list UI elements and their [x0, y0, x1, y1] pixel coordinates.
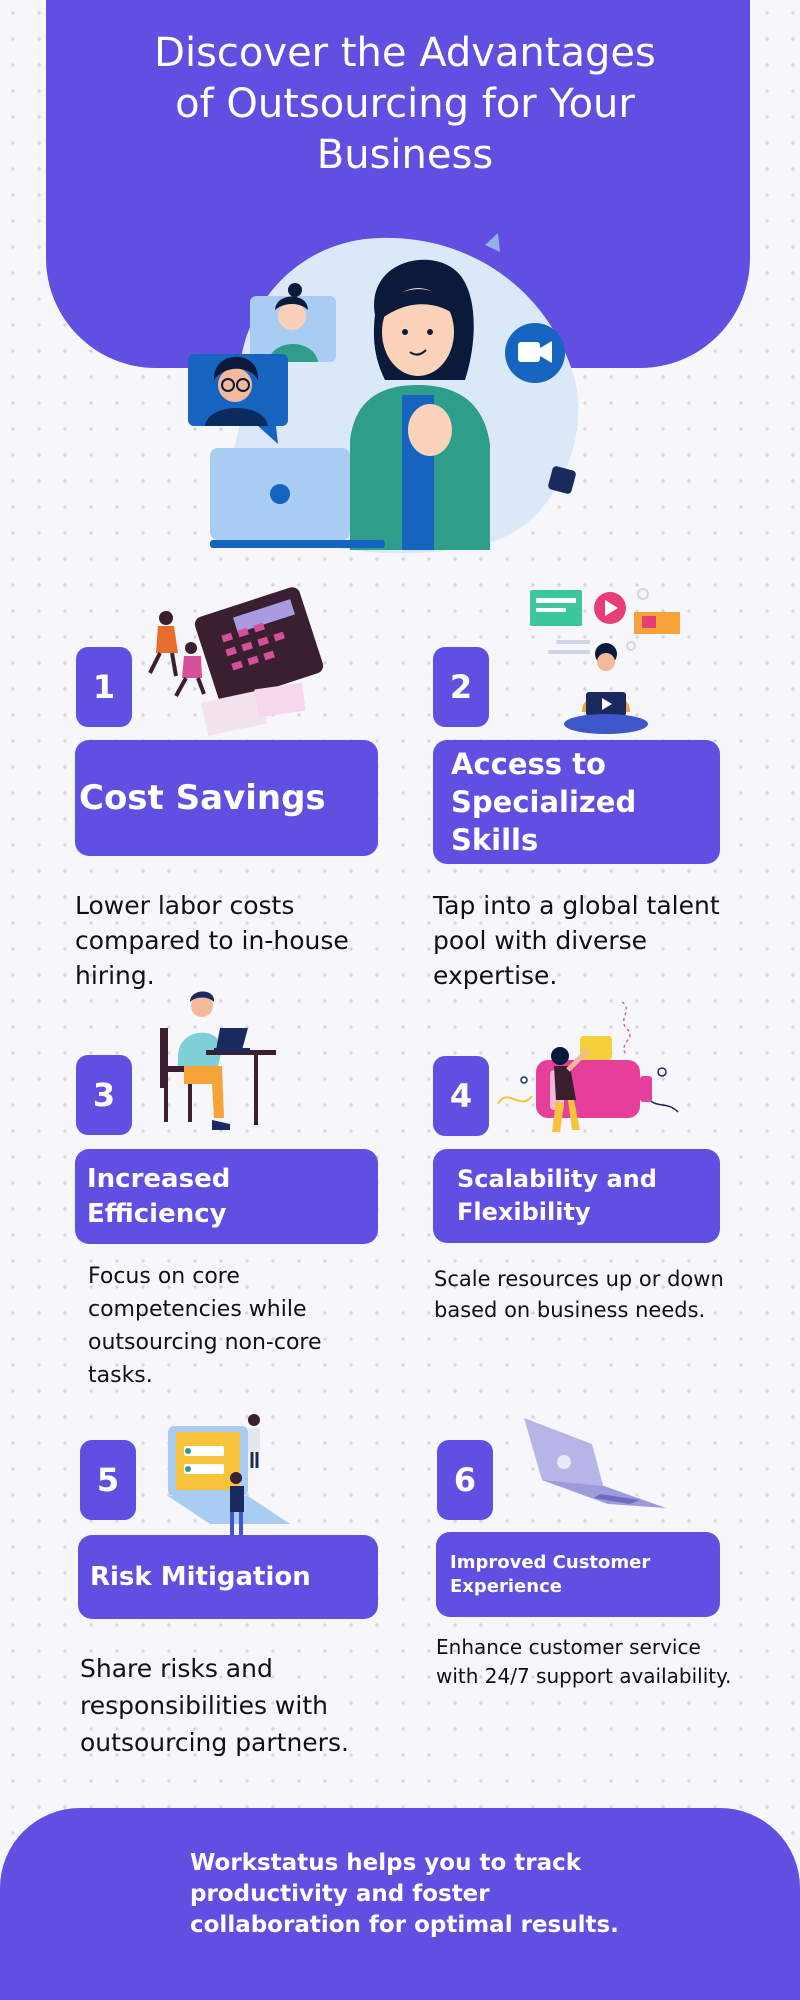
video-call-illustration [188, 233, 579, 554]
card-5-title: Risk Mitigation [78, 1535, 378, 1619]
laptop-illustration [524, 1418, 666, 1508]
card-2-number: 2 [433, 647, 489, 727]
card-4-number: 4 [433, 1056, 489, 1136]
card-2-description: Tap into a global talent pool with diver… [433, 891, 720, 990]
card-4-title: Scalability and Flexibility [433, 1149, 720, 1243]
card-2-title: Access to Specialized Skills [433, 740, 720, 864]
card-4-description: Scale resources up or down based on busi… [434, 1267, 724, 1322]
footer-banner [0, 1808, 800, 2000]
card-6-description: Enhance customer service with 24/7 suppo… [436, 1635, 732, 1688]
footer-text: Workstatus helps you to track productivi… [190, 1850, 619, 1938]
card-3-number: 3 [76, 1055, 132, 1135]
page-title: Discover the Advantages of Outsourcing f… [154, 30, 656, 178]
card-1-title: Cost Savings [75, 740, 378, 856]
video-camera-icon [505, 323, 565, 383]
battery-illustration [497, 1001, 679, 1132]
card-5-number: 5 [80, 1440, 136, 1520]
card-1-number: 1 [76, 647, 132, 727]
card-5-description: Share risks and responsibilities with ou… [80, 1654, 349, 1757]
card-3-title: Increased Efficiency [75, 1149, 378, 1244]
laptop-id-illustration [168, 1414, 290, 1536]
card-1-description: Lower labor costs compared to in-house h… [75, 891, 349, 990]
card-3-description: Focus on core competencies while outsour… [88, 1264, 322, 1388]
desk-worker-illustration [160, 991, 276, 1130]
online-learning-illustration [530, 588, 680, 734]
card-6-number: 6 [437, 1440, 493, 1520]
card-6-title: Improved Customer Experience [436, 1532, 720, 1617]
calculator-illustration [148, 587, 324, 736]
